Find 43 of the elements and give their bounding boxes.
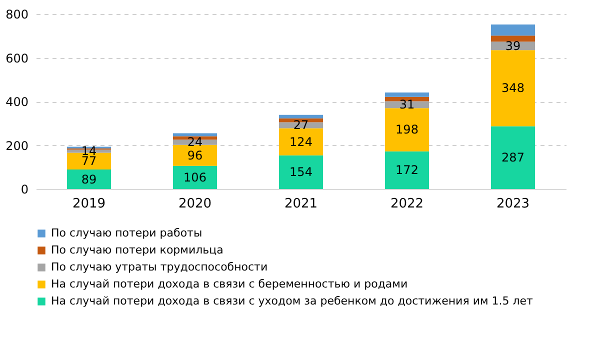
bar — [491, 24, 535, 36]
data-label: 39 — [505, 38, 521, 53]
legend-label: На случай потери дохода в связи с уходом за ребенком до достижения им 1.5 лет — [51, 294, 534, 308]
bar — [385, 92, 429, 97]
data-label: 124 — [290, 134, 312, 149]
y-tick-label: 800 — [6, 8, 28, 22]
bar — [385, 151, 429, 189]
bar — [173, 166, 217, 189]
bar — [173, 144, 217, 166]
legend-label: На случай потери дохода в связи с беременностью и родами — [51, 278, 408, 290]
bar — [279, 128, 323, 156]
data-label: 106 — [184, 170, 206, 184]
bar — [491, 36, 535, 42]
data-label: 287 — [502, 150, 524, 165]
data-label: 154 — [290, 165, 312, 180]
data-label: 172 — [396, 163, 418, 178]
y-tick-label: 0 — [20, 182, 28, 196]
bar — [279, 114, 323, 118]
bar — [491, 126, 535, 189]
x-tick-label: 2022 — [390, 196, 424, 212]
bar — [385, 108, 429, 152]
data-label: 77 — [81, 154, 97, 168]
data-label: 31 — [399, 98, 415, 112]
x-tick-label: 2020 — [178, 196, 212, 212]
legend-label: По случаю утраты трудоспособности — [51, 260, 268, 274]
y-tick-label: 400 — [6, 95, 28, 109]
x-tick-label: 2021 — [284, 196, 318, 212]
legend-label: По случаю потери работы — [51, 226, 202, 240]
data-label: 198 — [396, 122, 418, 137]
bar — [173, 133, 217, 136]
data-label: 27 — [293, 118, 309, 132]
data-label: 96 — [187, 148, 203, 162]
data-label: 348 — [502, 81, 524, 96]
bar — [67, 170, 111, 189]
data-label: 89 — [81, 172, 97, 186]
x-tick-label: 2019 — [72, 196, 106, 212]
bar — [385, 96, 429, 102]
bar — [279, 155, 323, 189]
y-tick-label: 200 — [6, 138, 28, 153]
x-tick-label: 2023 — [496, 196, 530, 212]
legend-label: По случаю потери кормильца — [51, 244, 224, 256]
bar — [491, 50, 535, 126]
y-tick-label: 600 — [6, 51, 28, 66]
